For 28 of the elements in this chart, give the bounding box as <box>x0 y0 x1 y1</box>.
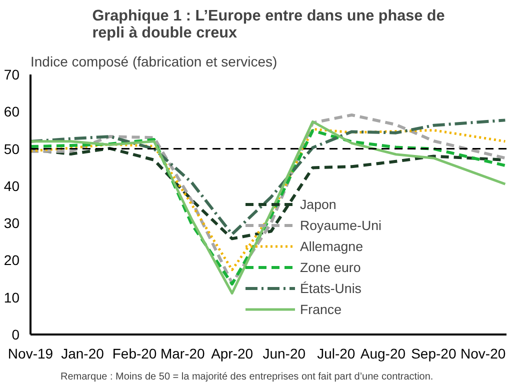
y-tick-label: 50 <box>4 140 20 157</box>
legend-label: France <box>300 302 342 316</box>
y-tick-label: 70 <box>4 66 20 82</box>
x-tick-label: Apr-20 <box>211 346 254 362</box>
x-tick-label: Aug-20 <box>360 346 406 362</box>
y-tick-label: 10 <box>4 289 20 306</box>
x-tick-label: Feb-20 <box>112 346 157 362</box>
chart-title: Graphique 1 : L’Europe entre dans une phase de repli à double creux <box>92 8 445 42</box>
x-tick-label: Sep-20 <box>411 346 456 362</box>
x-tick-label: Nov-20 <box>460 346 506 362</box>
y-tick-label: 60 <box>4 104 20 120</box>
y-tick-label: 40 <box>4 178 20 194</box>
x-tick-label: Jul-20 <box>317 346 356 362</box>
line-series <box>30 118 506 236</box>
y-tick-label: 30 <box>4 215 20 232</box>
x-tick-label: Mar-20 <box>160 346 206 362</box>
legend-label: Zone euro <box>300 260 361 274</box>
legend-label: Japon <box>300 196 336 212</box>
legend-label: États-Unis <box>300 280 362 296</box>
x-tick-label: Jun-20 <box>262 346 306 362</box>
y-axis-title: Indice composé (fabrication et services) <box>30 54 278 70</box>
x-tick-label: Jan-20 <box>61 346 104 362</box>
text: Remarque : Moins de 50 = la majorité des entreprises ont fait part d’une contraction. <box>60 372 434 382</box>
x-tick-label: Nov-19 <box>8 346 54 362</box>
legend-label: Allemagne <box>300 238 363 254</box>
y-tick-label: 0 <box>12 326 20 342</box>
y-tick-label: 20 <box>4 252 20 268</box>
legend-label: Royaume-Uni <box>300 218 382 232</box>
